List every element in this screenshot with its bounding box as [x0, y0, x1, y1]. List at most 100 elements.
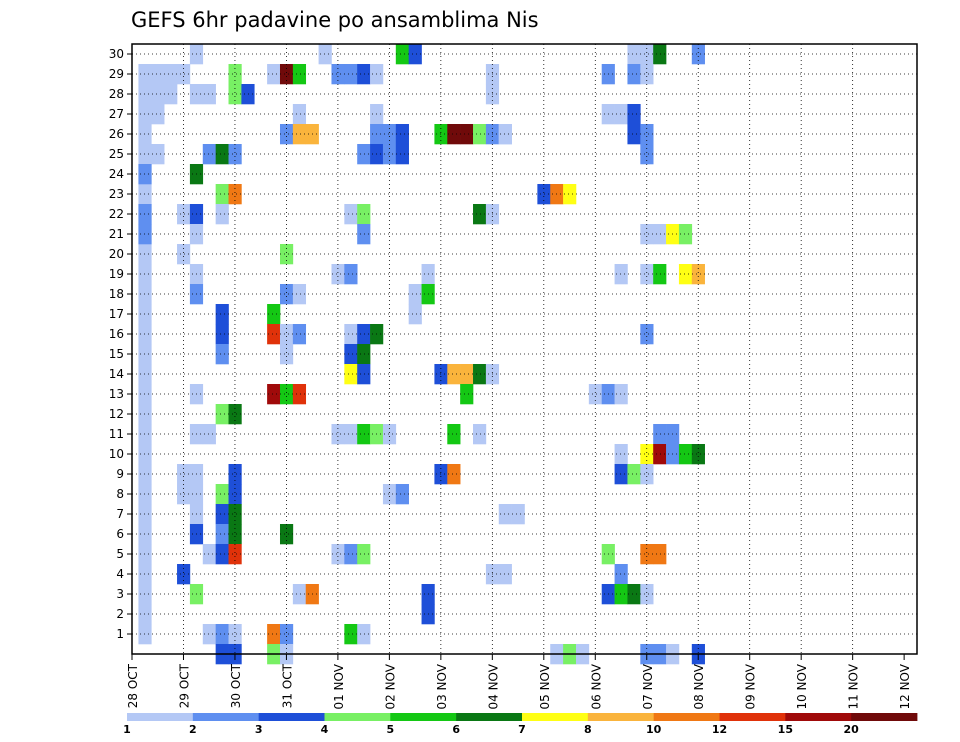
cell-m19-t17 — [344, 264, 358, 285]
cell-m29-t16 — [331, 64, 345, 85]
cell-m25-t21 — [395, 144, 409, 165]
cell-m29-t17 — [344, 64, 358, 85]
cell-m25-t18 — [357, 144, 371, 165]
cell-m13-t1 — [138, 384, 152, 405]
cell-m28-t1 — [138, 84, 152, 105]
cell-m29-t1 — [138, 64, 152, 85]
cell-m15-t1 — [138, 344, 152, 365]
cell-m23-t7 — [215, 184, 229, 205]
cell-m16-t12 — [279, 324, 294, 345]
legend-label-3: 3 — [255, 723, 263, 736]
legend-swatch-10 — [719, 713, 786, 721]
cell-m2-t1 — [138, 604, 152, 625]
cell-m25-t20 — [382, 144, 397, 165]
cell-m26-t24 — [434, 124, 448, 145]
cell-m9-t8 — [228, 464, 242, 485]
cell-m11-t41 — [653, 424, 667, 445]
cell-m5-t17 — [344, 544, 358, 565]
cell-m10-t43 — [678, 444, 693, 465]
cell-m28-t6 — [202, 84, 216, 105]
x-axis-ticks: 28 OCT 29 OCT 30 OCT 31 OCT 01 NOV 02 NOV 03 N… — [126, 654, 912, 710]
legend-swatch-5 — [390, 713, 457, 721]
cell-m9-t38 — [614, 464, 628, 485]
legend-label-10: 10 — [646, 723, 662, 736]
cell-m11-t17 — [344, 424, 358, 445]
xtick-label-7: 04 NOV — [486, 663, 500, 709]
cell-m5-t18 — [357, 544, 371, 565]
legend-swatch-2 — [192, 713, 260, 721]
cell-m11-t1 — [138, 424, 152, 445]
cell-m19-t16 — [331, 264, 345, 285]
cell-m21-t1 — [138, 224, 152, 245]
ytick-label-20: 20 — [109, 247, 124, 261]
ytick-label-8: 8 — [116, 487, 124, 501]
y-axis-ticks: 1234567891011121314151617181920212223242… — [109, 47, 132, 641]
legend-swatch-4 — [324, 713, 391, 721]
cell-m29-t12 — [279, 64, 294, 85]
cell-m16-t18 — [357, 324, 371, 345]
cell-m22-t18 — [357, 204, 371, 225]
cell-m25-t40 — [640, 144, 654, 165]
legend-label-8: 8 — [584, 723, 592, 736]
cell-m5-t7 — [215, 544, 229, 565]
cell-m16-t1 — [138, 324, 152, 345]
cell-m7-t8 — [228, 504, 242, 525]
cell-m18-t22 — [408, 284, 422, 305]
ytick-label-22: 22 — [109, 207, 124, 221]
cell-m14-t26 — [460, 364, 474, 385]
xtick-label-6: 03 NOV — [435, 663, 449, 709]
cell-m1-t1 — [138, 624, 152, 645]
cell-m25-t8 — [228, 144, 242, 165]
cell-m14-t27 — [473, 364, 487, 385]
cell-m6-t8 — [228, 524, 242, 545]
cell-m11-t27 — [473, 424, 487, 445]
legend-swatch-9 — [653, 713, 720, 721]
cell-m15-t12 — [279, 344, 294, 365]
cell-m4-t38 — [614, 564, 628, 585]
cell-m6-t12 — [279, 524, 294, 545]
cell-m14-t18 — [357, 364, 371, 385]
ytick-label-4: 4 — [116, 567, 124, 581]
color-legend: 1 2 3 4 5 6 7 8 10 12 15 20 — [123, 713, 918, 736]
grid-lines — [132, 44, 917, 654]
cell-m26-t26 — [460, 124, 474, 145]
xtick-label-12: 09 NOV — [744, 663, 758, 709]
cell-m30-t21 — [395, 44, 409, 65]
cell-m7-t30 — [511, 504, 525, 525]
cell-m22-t17 — [344, 204, 358, 225]
cell-m19-t44 — [691, 264, 705, 285]
cell-m1-t6 — [202, 624, 216, 645]
cell-m30-t22 — [408, 44, 422, 65]
cell-m9-t25 — [447, 464, 461, 485]
legend-label-1: 1 — [123, 723, 131, 736]
cell-m14-t24 — [434, 364, 448, 385]
cell-m1-t12 — [279, 624, 294, 645]
cell-m13-t11 — [267, 384, 281, 405]
cell-m16-t7 — [215, 324, 229, 345]
cell-m30-t44 — [691, 44, 705, 65]
cell-m3-t1 — [138, 584, 152, 605]
cell-m8-t7 — [215, 484, 229, 505]
ytick-label-26: 26 — [109, 127, 124, 141]
cell-m6-t1 — [138, 524, 152, 545]
cell-m20-t4 — [177, 244, 191, 265]
cell-m3-t39 — [627, 584, 641, 605]
legend-label-5: 5 — [387, 723, 395, 736]
cell-m8-t21 — [395, 484, 409, 505]
cell-m24-t1 — [138, 164, 152, 185]
cell-m16-t13 — [292, 324, 307, 345]
cell-m1-t17 — [344, 624, 358, 645]
precipitation-cells — [138, 44, 705, 665]
cell-m13-t13 — [292, 384, 307, 405]
cell-m30-t39 — [627, 44, 641, 65]
cell-m27-t38 — [614, 104, 628, 125]
ytick-label-24: 24 — [109, 167, 124, 181]
cell-m29-t13 — [292, 64, 307, 85]
cell-m26-t1 — [138, 124, 152, 145]
legend-label-7: 7 — [518, 723, 526, 736]
cell-m29-t40 — [640, 64, 654, 85]
legend-swatch-7 — [522, 713, 589, 721]
ytick-label-14: 14 — [109, 367, 124, 381]
cell-m9-t24 — [434, 464, 448, 485]
